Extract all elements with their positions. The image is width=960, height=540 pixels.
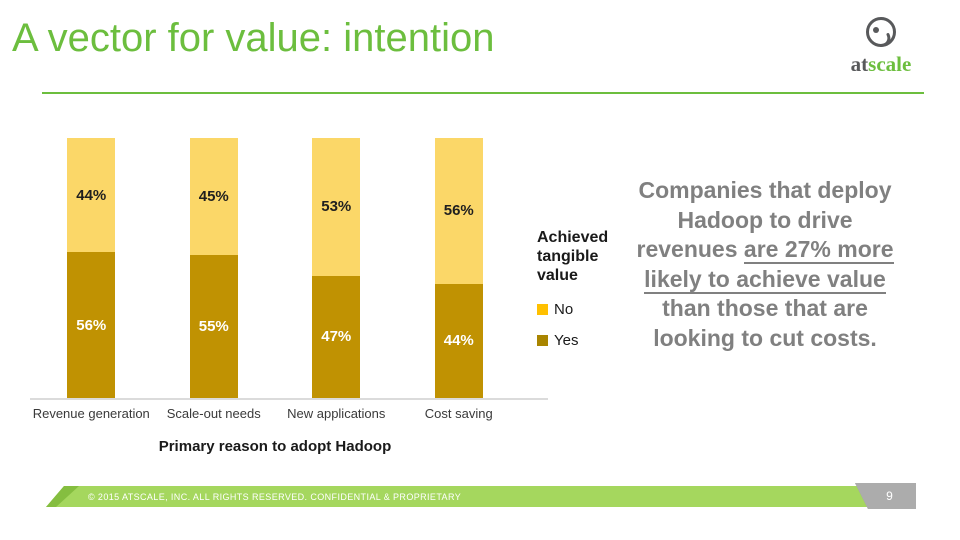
legend-swatch — [537, 304, 548, 315]
atscale-logo: atscale — [836, 14, 926, 76]
bar-group-3: 53% 47% — [312, 138, 361, 398]
bar-value-label: 56% — [76, 316, 107, 334]
legend-label: Yes — [554, 332, 579, 349]
bar-value-label: 44% — [76, 186, 107, 204]
bar-value-label: 45% — [198, 188, 229, 205]
bar-value-label: 47% — [321, 328, 352, 346]
bar-value-label: 56% — [443, 202, 474, 220]
callout-line: than those that are — [608, 294, 922, 324]
bar-segment-yes: 47% — [312, 275, 361, 398]
bar-group-4: 56% 44% — [434, 138, 483, 398]
logo-text-scale: scale — [868, 52, 912, 76]
legend-label: No — [554, 301, 574, 318]
page-number: 9 — [886, 489, 893, 503]
page-title: A vector for value: intention — [12, 16, 495, 60]
bar-segment-no: 44% — [67, 138, 116, 253]
bar-value-label: 53% — [321, 198, 352, 216]
callout-line: Companies that deploy — [608, 176, 922, 206]
bar-value-label: 44% — [443, 332, 474, 350]
stacked-bar-chart: 44% 56% 45% 55% 53% 47% 56% 44% — [30, 138, 520, 398]
callout-segment: Hadoop to drive — [677, 206, 853, 233]
callout-segment: Companies that deploy — [638, 177, 892, 203]
atscale-logo-icon — [866, 17, 896, 47]
bar-value-label: 55% — [198, 318, 229, 335]
legend-title: Achieved tangible value — [537, 229, 609, 284]
bar-segment-yes: 56% — [67, 252, 116, 398]
bar-group-1: 44% 56% — [67, 138, 116, 398]
x-axis-title: Primary reason to adopt Hadoop — [158, 438, 392, 455]
callout-line: revenues are 27% more — [608, 235, 922, 265]
logo-text-at: at — [850, 52, 869, 76]
callout-line: likely to achieve value — [608, 265, 922, 295]
legend-swatch — [537, 335, 548, 346]
bar-segment-no: 45% — [189, 138, 238, 255]
bar-segment-no: 53% — [312, 138, 361, 276]
callout-segment: looking to cut costs. — [653, 324, 877, 351]
legend-item-yes: Yes — [537, 332, 632, 349]
bar-segment-no: 56% — [434, 138, 483, 284]
title-divider-line — [42, 92, 924, 94]
category-label: Scale-out needs — [166, 406, 261, 421]
atscale-logo-text: atscale — [836, 52, 926, 76]
legend-item-no: No — [537, 301, 632, 318]
bar-segment-yes: 55% — [189, 255, 238, 398]
callout-underlined-segment: are 27% more — [743, 236, 894, 264]
category-label: Cost saving — [424, 406, 493, 421]
x-axis-line — [30, 398, 548, 400]
callout-line: Hadoop to drive — [608, 206, 922, 236]
category-label: Revenue generation — [32, 406, 150, 421]
callout-text: Companies that deploy Hadoop to drive re… — [608, 176, 922, 353]
legend-items: No Yes — [537, 301, 632, 349]
bar-segment-yes: 44% — [434, 283, 483, 398]
bar-group-2: 45% 55% — [189, 138, 238, 398]
callout-segment: than those that are — [662, 295, 868, 321]
chart-legend: Achieved tangible value No Yes — [537, 228, 632, 363]
category-axis-labels: Revenue generation Scale-out needs New app… — [30, 406, 520, 421]
copyright-text: © 2015 ATSCALE, INC. ALL RIGHTS RESERVED… — [88, 491, 462, 502]
footer-bar: © 2015 ATSCALE, INC. ALL RIGHTS RESERVED… — [46, 486, 870, 507]
callout-underlined-segment: likely to achieve value — [644, 265, 886, 294]
callout-line: looking to cut costs. — [608, 324, 922, 354]
category-label: New applications — [287, 406, 386, 421]
callout-segment: revenues — [636, 236, 744, 262]
